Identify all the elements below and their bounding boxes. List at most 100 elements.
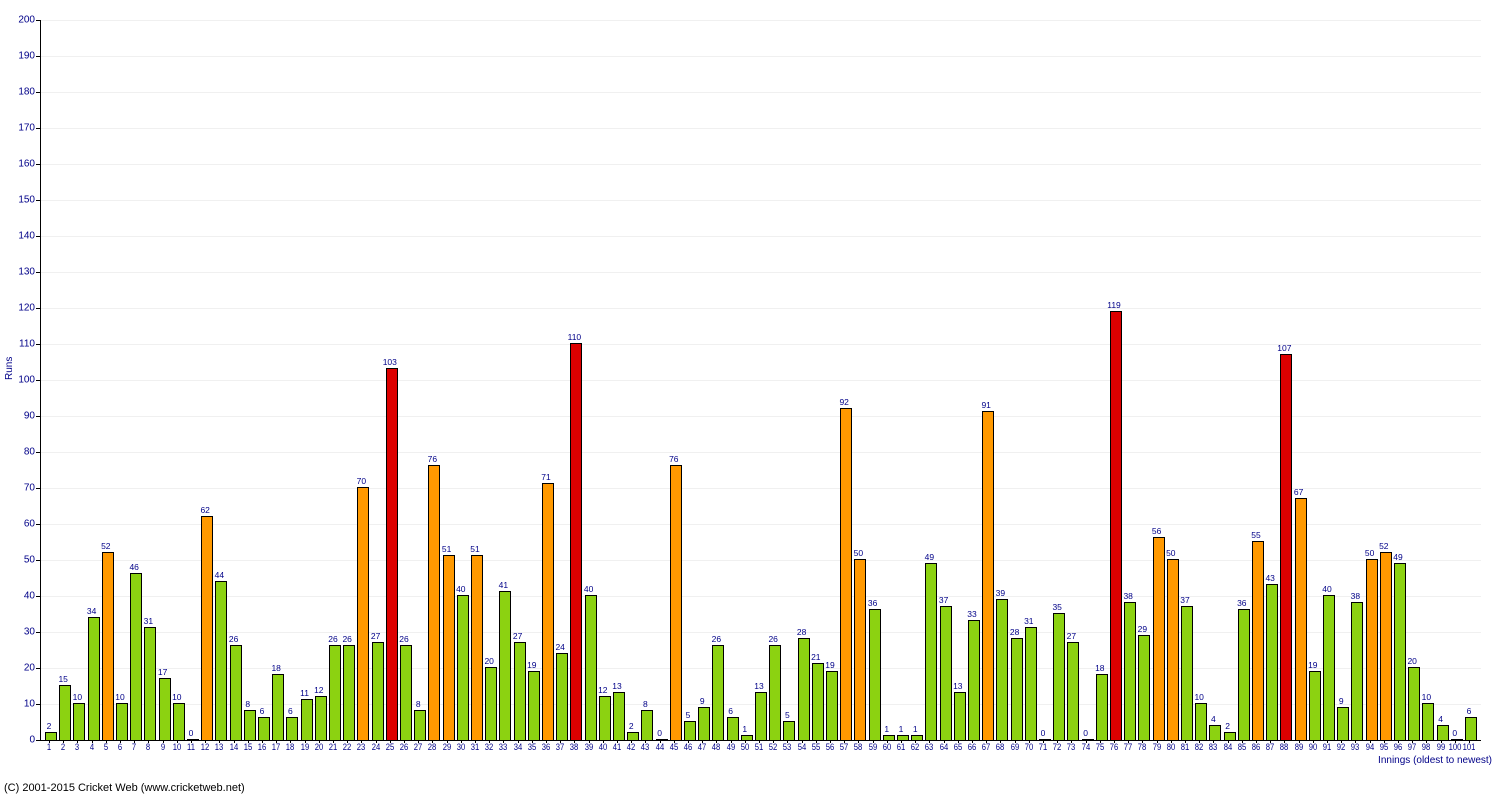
xtick-mark <box>873 740 874 743</box>
bar-value-label: 107 <box>1277 343 1291 353</box>
bar <box>911 735 923 740</box>
bar <box>1422 703 1434 740</box>
xtick-label: 100 <box>1448 742 1461 752</box>
xtick-mark <box>816 740 817 743</box>
xtick-mark <box>1057 740 1058 743</box>
xtick-mark <box>361 740 362 743</box>
xtick-mark <box>276 740 277 743</box>
xtick-mark <box>191 740 192 743</box>
bar <box>45 732 57 740</box>
copyright-text: (C) 2001-2015 Cricket Web (www.cricketwe… <box>4 782 245 794</box>
bar <box>1451 739 1463 741</box>
gridline <box>41 128 1481 129</box>
bar <box>954 692 966 740</box>
xtick-mark <box>844 740 845 743</box>
xtick-mark <box>1157 740 1158 743</box>
bar <box>599 696 611 740</box>
xtick-mark <box>1213 740 1214 743</box>
xtick-label: 92 <box>1337 742 1346 752</box>
ytick-mark <box>36 272 40 273</box>
xtick-mark <box>1355 740 1356 743</box>
xtick-label: 2 <box>61 742 65 752</box>
gridline <box>41 524 1481 525</box>
xtick-mark <box>489 740 490 743</box>
bar <box>144 627 156 740</box>
xtick-mark <box>958 740 959 743</box>
bar-value-label: 12 <box>598 685 607 695</box>
xtick-label: 45 <box>670 742 679 752</box>
bar-value-label: 52 <box>1379 541 1388 551</box>
xtick-label: 75 <box>1096 742 1105 752</box>
xtick-label: 91 <box>1323 742 1332 752</box>
bar-value-label: 8 <box>643 699 648 709</box>
bar-value-label: 6 <box>728 706 733 716</box>
bar-value-label: 31 <box>144 616 153 626</box>
bar <box>656 739 668 741</box>
xtick-label: 93 <box>1351 742 1360 752</box>
bar-value-label: 18 <box>1095 663 1104 673</box>
xtick-mark <box>603 740 604 743</box>
bar <box>187 739 199 741</box>
bar-value-label: 67 <box>1294 487 1303 497</box>
ytick-label: 180 <box>5 87 35 98</box>
bar <box>869 609 881 740</box>
xtick-label: 36 <box>542 742 551 752</box>
xtick-mark <box>617 740 618 743</box>
bar-value-label: 39 <box>996 588 1005 598</box>
bar-value-label: 43 <box>1265 573 1274 583</box>
bar <box>1408 667 1420 740</box>
xtick-mark <box>418 740 419 743</box>
bar-value-label: 70 <box>357 476 366 486</box>
bar <box>1082 739 1094 741</box>
xtick-mark <box>986 740 987 743</box>
xtick-label: 69 <box>1010 742 1019 752</box>
gridline <box>41 632 1481 633</box>
bar <box>783 721 795 740</box>
gridline <box>41 308 1481 309</box>
xtick-mark <box>1228 740 1229 743</box>
bar <box>159 678 171 740</box>
xtick-mark <box>560 740 561 743</box>
xtick-label: 97 <box>1408 742 1417 752</box>
bar <box>485 667 497 740</box>
xtick-label: 43 <box>641 742 650 752</box>
bar <box>883 735 895 740</box>
xtick-label: 14 <box>229 742 238 752</box>
xtick-label: 12 <box>201 742 210 752</box>
xtick-mark <box>305 740 306 743</box>
ytick-label: 10 <box>5 699 35 710</box>
bar <box>982 411 994 740</box>
bar-value-label: 4 <box>1211 714 1216 724</box>
xtick-label: 5 <box>104 742 108 752</box>
bar <box>230 645 242 740</box>
xtick-label: 22 <box>343 742 352 752</box>
bar-value-label: 49 <box>1393 552 1402 562</box>
bar <box>542 483 554 740</box>
ytick-mark <box>36 20 40 21</box>
bar-value-label: 76 <box>428 454 437 464</box>
bar <box>1025 627 1037 740</box>
bar-value-label: 6 <box>1467 706 1472 716</box>
bar-value-label: 19 <box>825 660 834 670</box>
bar-value-label: 21 <box>811 652 820 662</box>
xtick-label: 76 <box>1110 742 1119 752</box>
xtick-mark <box>731 740 732 743</box>
xtick-mark <box>830 740 831 743</box>
xtick-label: 63 <box>925 742 934 752</box>
xtick-mark <box>290 740 291 743</box>
bar <box>1224 732 1236 740</box>
xtick-mark <box>1398 740 1399 743</box>
bar <box>499 591 511 740</box>
bar <box>258 717 270 740</box>
bar <box>1011 638 1023 740</box>
xtick-mark <box>432 740 433 743</box>
xtick-label: 53 <box>783 742 792 752</box>
bar <box>1124 602 1136 740</box>
bar <box>712 645 724 740</box>
xtick-label: 74 <box>1081 742 1090 752</box>
bar-value-label: 8 <box>245 699 250 709</box>
x-axis-label: Innings (oldest to newest) <box>1378 755 1492 766</box>
xtick-mark <box>376 740 377 743</box>
bar-value-label: 71 <box>541 472 550 482</box>
ytick-mark <box>36 632 40 633</box>
